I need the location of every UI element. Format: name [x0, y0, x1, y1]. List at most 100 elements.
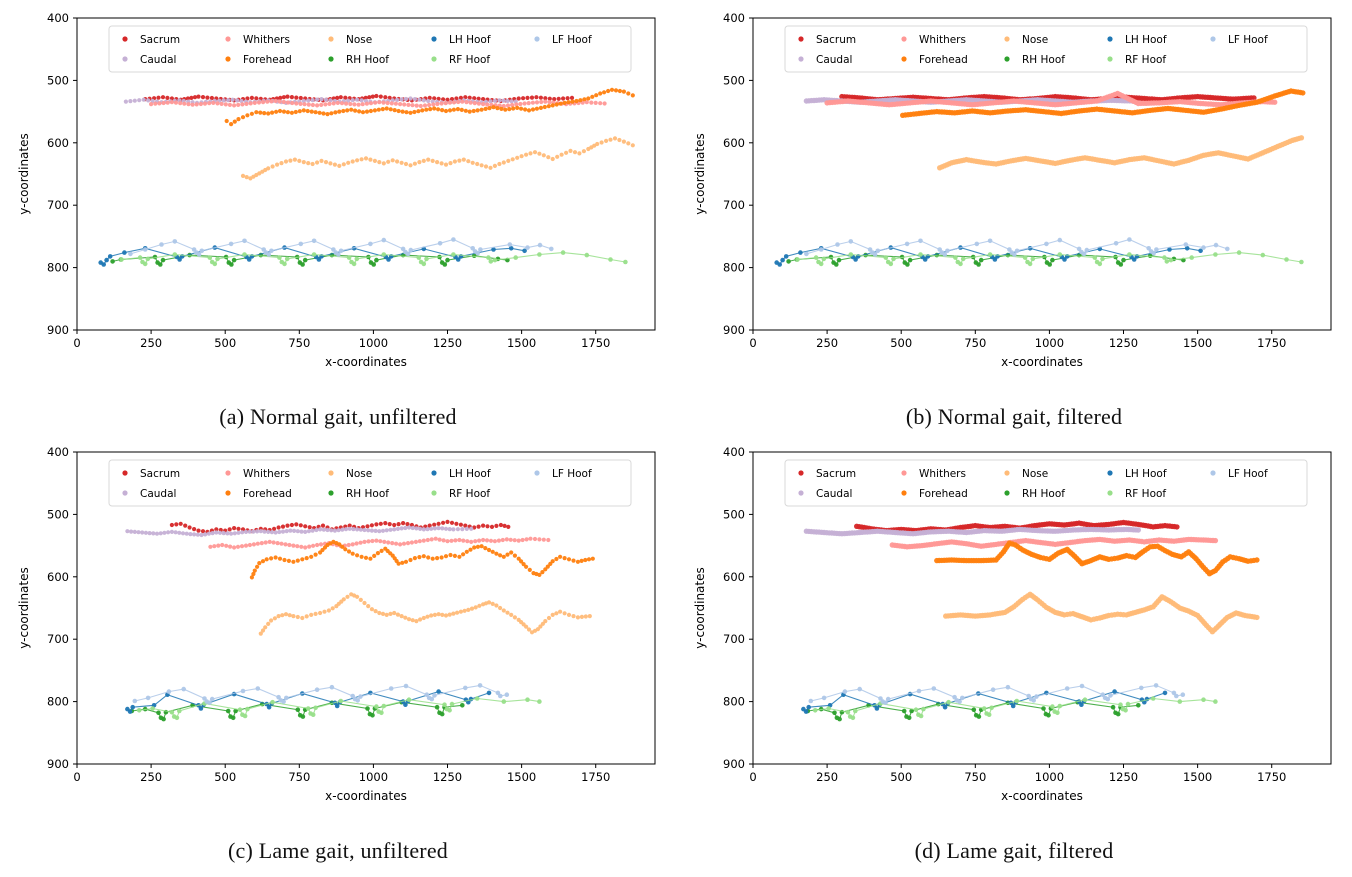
y-tick-label: 900: [723, 757, 745, 771]
legend-label-sacrum: Sacrum: [140, 468, 180, 480]
series-lh-hoof: [98, 245, 527, 267]
legend-marker-nose: [328, 470, 334, 476]
y-tick-label: 700: [723, 198, 745, 212]
legend-label-whithers: Whithers: [919, 34, 966, 46]
y-tick-label: 900: [47, 757, 69, 771]
series-whithers: [149, 98, 607, 109]
axes-frame: [752, 17, 1332, 331]
y-tick-label: 800: [47, 261, 69, 275]
legend-marker-sacrum: [798, 470, 804, 476]
x-tick-label: 1000: [359, 336, 388, 350]
series-lf-hoof: [128, 237, 554, 257]
legend-marker-rf-hoof: [1107, 56, 1113, 62]
series-lf-hoof: [804, 237, 1230, 257]
series-nose: [943, 591, 1260, 635]
legend-label-lf-hoof: LF Hoof: [1228, 34, 1268, 46]
y-axis-label: y-coordinates: [693, 133, 707, 214]
panel-d: 0 250 500 750 1000 1250 1500 1750 400 500 600 700 80…: [676, 440, 1352, 874]
legend-label-caudal: Caudal: [140, 488, 176, 500]
x-tick-label: 250: [816, 770, 838, 784]
x-tick-label: 750: [964, 770, 986, 784]
caption-a: (a) Normal gait, unfiltered: [219, 404, 457, 429]
legend-label-nose: Nose: [346, 468, 372, 480]
series-nose: [240, 136, 635, 181]
chart-normal-unfiltered: 0 250 500 750 1000 1250 1500 1750 400 500 600 700 80…: [17, 11, 656, 369]
y-tick-label: 600: [723, 136, 745, 150]
series-rh-hoof: [129, 699, 465, 722]
legend-marker-lh-hoof: [1107, 36, 1113, 42]
legend-marker-lh-hoof: [1107, 470, 1113, 476]
x-tick-label: 1750: [581, 336, 610, 350]
y-tick-label: 400: [723, 445, 745, 459]
y-tick-label: 500: [723, 73, 745, 87]
legend-label-whithers: Whithers: [243, 34, 290, 46]
legend-label-forehead: Forehead: [919, 54, 968, 66]
series-forehead: [900, 88, 1306, 119]
legend-marker-whithers: [225, 470, 231, 476]
x-tick-label: 1250: [433, 770, 462, 784]
legend-label-forehead: Forehead: [243, 54, 292, 66]
series-forehead: [224, 87, 635, 127]
series-caudal: [803, 526, 1141, 537]
y-tick-label: 600: [47, 570, 69, 584]
legend-label-rf-hoof: RF Hoof: [449, 488, 490, 500]
legend: Sacrum Caudal Whithers Forehead Nose RH Hoof L…: [784, 459, 1308, 507]
legend-label-whithers: Whithers: [243, 468, 290, 480]
legend-marker-rh-hoof: [1004, 56, 1010, 62]
legend-marker-rf-hoof: [431, 490, 437, 496]
x-tick-label: 1250: [1109, 336, 1138, 350]
legend-marker-forehead: [225, 490, 231, 496]
legend-marker-lh-hoof: [431, 470, 437, 476]
legend-marker-whithers: [225, 36, 231, 42]
x-tick-label: 500: [214, 770, 236, 784]
legend: Sacrum Caudal Whithers Forehead Nose RH Hoof L…: [108, 459, 632, 507]
legend: Sacrum Caudal Whithers Forehead Nose RH Hoof L…: [784, 25, 1308, 73]
legend-marker-caudal: [798, 56, 804, 62]
x-tick-label: 1750: [1257, 770, 1286, 784]
series-forehead: [934, 540, 1260, 577]
legend-label-rh-hoof: RH Hoof: [346, 488, 389, 500]
legend-marker-nose: [1004, 36, 1010, 42]
legend-label-rf-hoof: RF Hoof: [1125, 54, 1166, 66]
legend-marker-lh-hoof: [431, 36, 437, 42]
x-tick-label: 0: [749, 336, 756, 350]
x-axis-label: x-coordinates: [325, 355, 407, 369]
chart-normal-filtered: 0 250 500 750 1000 1250 1500 1750 400 500 600 700 80…: [693, 11, 1332, 369]
legend-label-caudal: Caudal: [816, 54, 852, 66]
legend-label-lf-hoof: LF Hoof: [1228, 468, 1268, 480]
y-tick-label: 600: [47, 136, 69, 150]
y-axis-label: y-coordinates: [17, 567, 31, 648]
x-axis-label: x-coordinates: [1001, 789, 1083, 803]
y-tick-label: 500: [47, 73, 69, 87]
y-tick-label: 400: [723, 11, 745, 25]
legend: Sacrum Caudal Whithers Forehead Nose RH Hoof L…: [108, 25, 632, 73]
legend-marker-nose: [1004, 470, 1010, 476]
legend-marker-whithers: [901, 470, 907, 476]
legend-label-lf-hoof: LF Hoof: [552, 468, 592, 480]
legend-label-lh-hoof: LH Hoof: [1125, 34, 1167, 46]
legend-label-nose: Nose: [346, 34, 372, 46]
series-nose: [258, 592, 592, 636]
legend-marker-caudal: [798, 490, 804, 496]
legend-marker-rf-hoof: [1107, 490, 1113, 496]
legend-label-rf-hoof: RF Hoof: [449, 54, 490, 66]
legend-marker-lf-hoof: [534, 36, 540, 42]
legend-label-caudal: Caudal: [816, 488, 852, 500]
legend-marker-rh-hoof: [328, 56, 334, 62]
legend-label-lf-hoof: LF Hoof: [552, 34, 592, 46]
legend-label-nose: Nose: [1022, 468, 1048, 480]
y-tick-label: 900: [723, 323, 745, 337]
y-axis-label: y-coordinates: [17, 133, 31, 214]
legend-marker-nose: [328, 36, 334, 42]
legend-marker-sacrum: [122, 470, 128, 476]
caption-d: (d) Lame gait, filtered: [914, 838, 1114, 863]
axis-ticks: 0 250 500 750 1000 1250 1500 1750 400 500 600 700 80…: [723, 445, 1286, 784]
x-tick-label: 1500: [1183, 770, 1212, 784]
legend-marker-caudal: [122, 56, 128, 62]
legend-marker-rf-hoof: [431, 56, 437, 62]
x-tick-label: 750: [288, 770, 310, 784]
legend-label-rh-hoof: RH Hoof: [1022, 488, 1065, 500]
legend-marker-whithers: [901, 36, 907, 42]
x-tick-label: 1250: [1109, 770, 1138, 784]
